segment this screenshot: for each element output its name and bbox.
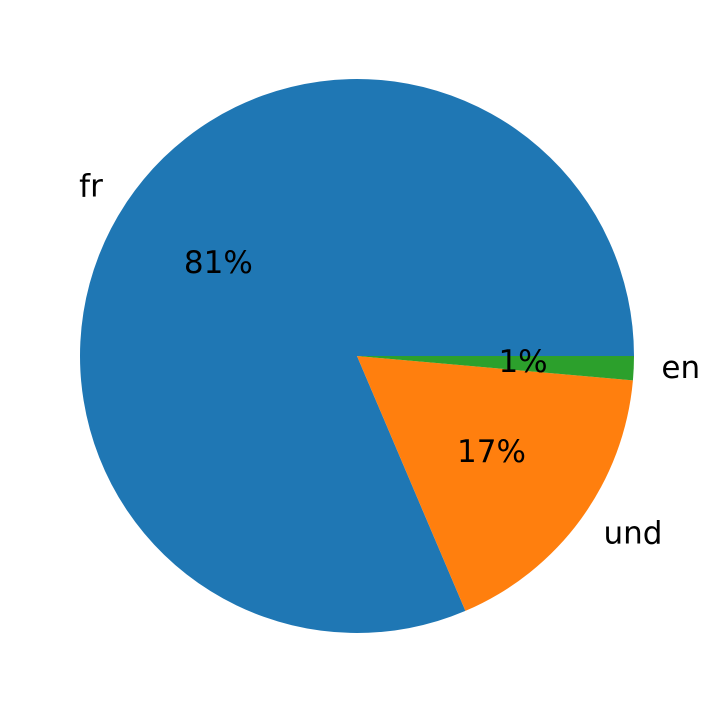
pie-slice bbox=[357, 356, 633, 611]
percent-label: 17% bbox=[457, 434, 526, 470]
slice-label: und bbox=[604, 516, 663, 552]
slice-label: fr bbox=[79, 168, 103, 204]
percent-label: 81% bbox=[184, 245, 253, 281]
pie-slice bbox=[79, 79, 635, 634]
slice-label: en bbox=[661, 350, 700, 386]
percent-label: 1% bbox=[498, 344, 547, 380]
pie-slice bbox=[357, 356, 634, 381]
